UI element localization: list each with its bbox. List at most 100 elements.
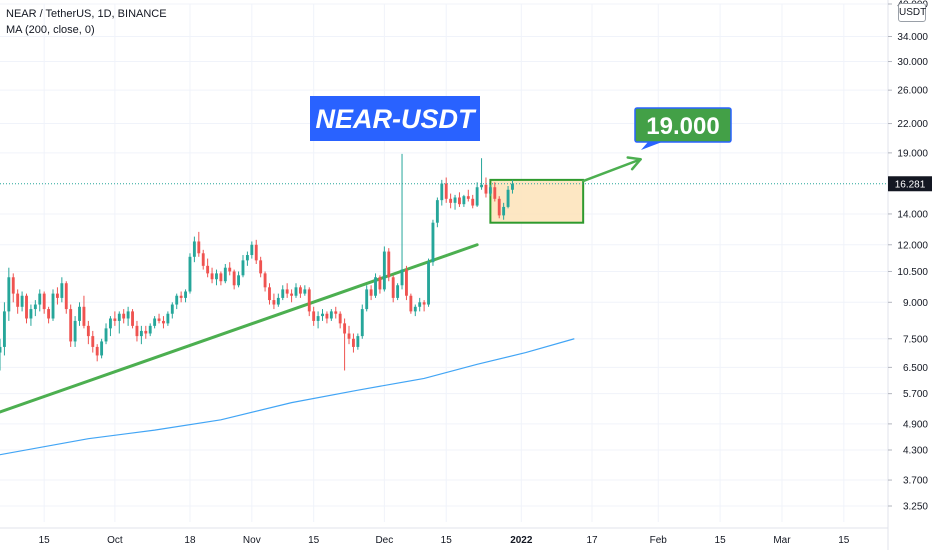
candle-body: [497, 198, 501, 216]
candle-body: [78, 306, 81, 321]
candle-body: [131, 311, 134, 326]
candle-body: [162, 320, 165, 324]
candle-body: [449, 198, 453, 203]
candle-body: [281, 289, 285, 298]
candle-body: [360, 309, 364, 337]
candle-body: [122, 313, 126, 319]
candle-body: [232, 271, 236, 286]
candle-body: [506, 189, 510, 207]
price-tick-label: 3.250: [903, 501, 928, 512]
candle-body: [73, 320, 77, 342]
candle-body: [493, 187, 497, 199]
candle-body: [254, 244, 258, 261]
candle-body: [484, 184, 488, 194]
candle-body: [166, 313, 170, 324]
candle-body: [60, 283, 64, 298]
price-tick-label: 10.500: [897, 267, 928, 278]
time-tick-label: 18: [184, 535, 196, 546]
candle-body: [82, 306, 86, 326]
candle-body: [298, 287, 302, 294]
candle-body: [95, 346, 99, 356]
time-tick-label: Feb: [650, 535, 668, 546]
candle-body: [192, 241, 196, 257]
time-tick-label: Mar: [773, 535, 791, 546]
price-tick-label: 4.300: [903, 446, 928, 457]
candle-body: [418, 302, 422, 307]
candle-body: [458, 197, 461, 205]
candle-body: [55, 293, 59, 298]
candle-body: [374, 277, 377, 296]
candle-body: [69, 309, 73, 342]
currency-unit-button[interactable]: USDT: [898, 3, 926, 22]
candle-body: [184, 291, 187, 298]
candle-body: [409, 295, 413, 312]
candle-body: [422, 302, 426, 305]
candle-body: [378, 277, 382, 290]
symbol-legend[interactable]: NEAR / TetherUS, 1D, BINANCE: [6, 8, 167, 20]
target-arrow-head: [626, 156, 642, 171]
candle-body: [126, 311, 130, 319]
target-annotation[interactable]: 19.000: [634, 107, 732, 150]
candle-body: [263, 273, 267, 288]
price-tick-label: 6.500: [903, 363, 928, 374]
candle-body: [86, 325, 90, 337]
candle-body: [210, 273, 214, 280]
candle-body: [290, 293, 294, 296]
candle-body: [325, 313, 329, 319]
price-tick-label: 5.700: [903, 389, 928, 400]
candle-body: [334, 311, 338, 314]
price-tick-label: 3.700: [903, 476, 928, 487]
price-tick-label: 19.000: [897, 148, 928, 159]
candle-body: [276, 297, 280, 305]
candle-body: [188, 256, 192, 292]
price-axis[interactable]: 40.00034.00030.00026.00022.00019.00014.0…: [887, 0, 928, 550]
candle-body: [382, 251, 386, 290]
candle-body: [250, 244, 254, 256]
candle-body: [466, 196, 470, 199]
title-box: [310, 96, 480, 141]
price-tick-label: 12.000: [897, 240, 928, 251]
candle-body: [303, 289, 307, 294]
candle-body: [480, 184, 483, 188]
candle-body: [33, 304, 37, 310]
candle-body: [307, 289, 311, 312]
candle-body: [215, 273, 218, 280]
candle-body: [285, 289, 289, 294]
candle-body: [356, 336, 360, 347]
candle-body: [453, 197, 457, 203]
candle-body: [51, 293, 55, 319]
candle-body: [153, 318, 157, 326]
trendline-layer: [0, 243, 479, 414]
candle-body: [223, 267, 227, 282]
candle-body: [268, 287, 271, 301]
candle-body: [462, 196, 466, 205]
candle-body: [42, 293, 46, 310]
candle-body: [343, 323, 347, 334]
candle-body: [321, 313, 324, 317]
candle-body: [201, 253, 205, 266]
target-arrow-shaft: [581, 158, 642, 183]
candle-body: [175, 295, 179, 305]
indicator-legend[interactable]: MA (200, close, 0): [6, 24, 95, 36]
candle-body: [113, 318, 117, 321]
candle-body: [237, 275, 241, 286]
candle-body: [245, 255, 249, 261]
candle-body: [396, 285, 400, 298]
consolidation-range-box[interactable]: [489, 178, 585, 224]
last-price-tag-text: 16.281: [895, 179, 926, 190]
time-tick-label: 15: [715, 535, 727, 546]
candle-body: [91, 336, 95, 347]
time-tick-label: 2022: [510, 535, 533, 546]
title-annotation[interactable]: NEAR-USDT: [310, 96, 480, 141]
time-tick-label: 15: [39, 535, 51, 546]
candle-body: [369, 289, 373, 296]
time-axis[interactable]: 15 Oct 18 Nov 15 Dec 15 2022 17 Feb 15 Mar 15: [0, 527, 888, 546]
candle-body: [100, 341, 104, 356]
candle-body: [117, 313, 121, 321]
candle-body: [104, 328, 108, 342]
candle-body: [16, 293, 20, 307]
candle-body: [0, 346, 2, 353]
candle-body: [25, 295, 28, 319]
